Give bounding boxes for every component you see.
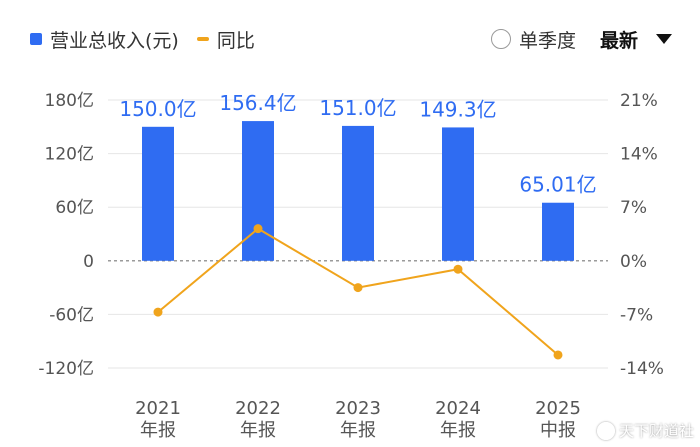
bar-data-label: 151.0亿 <box>319 96 396 120</box>
period-select[interactable]: 最新 <box>600 26 672 53</box>
bar-data-label: 156.4亿 <box>219 91 296 115</box>
x-tick-label-year: 2025 <box>535 398 581 419</box>
x-tick-label-period: 年报 <box>240 420 276 441</box>
y-left-tick-label: 180亿 <box>45 91 94 111</box>
y-left-tick-label: 60亿 <box>55 198 94 218</box>
y-left-tick-label: -120亿 <box>38 359 94 379</box>
y-right-tick-label: -7% <box>620 305 653 325</box>
y-left-tick-label: -60亿 <box>49 305 94 325</box>
x-tick-label-period: 年报 <box>140 420 176 441</box>
x-tick-label-period: 年报 <box>340 420 376 441</box>
legend-item-yoy[interactable]: 同比 <box>196 26 255 53</box>
single-quarter-toggle[interactable]: 单季度 <box>490 26 576 53</box>
y-left-tick-label: 0 <box>83 252 94 272</box>
chart-legend: 营业总收入(元) 同比 <box>30 22 255 56</box>
bar <box>442 127 474 261</box>
bar <box>142 126 174 261</box>
yoy-point <box>153 307 163 317</box>
legend-item-revenue[interactable]: 营业总收入(元) <box>30 26 179 53</box>
bar-data-label: 65.01亿 <box>519 173 596 197</box>
watermark: 天下财道社 <box>596 420 694 441</box>
yoy-point <box>553 350 563 360</box>
caret-down-icon <box>656 34 672 44</box>
radio-unchecked-icon <box>490 29 511 49</box>
legend-swatch-line <box>196 37 209 41</box>
legend-swatch-bar <box>30 33 42 45</box>
y-right-tick-label: 21% <box>620 91 658 111</box>
x-tick-label-year: 2024 <box>435 398 481 419</box>
bar <box>342 125 374 261</box>
x-tick-label-year: 2022 <box>235 398 281 419</box>
yoy-point <box>353 283 363 293</box>
y-right-tick-label: 0% <box>620 252 647 272</box>
bar <box>242 121 274 261</box>
yoy-point <box>453 264 463 274</box>
bar-data-label: 149.3亿 <box>419 97 496 121</box>
y-right-tick-label: -14% <box>620 359 664 379</box>
chart-controls: 单季度 最新 <box>490 22 672 56</box>
watermark-text: 天下财道社 <box>618 422 694 440</box>
x-tick-label-period: 年报 <box>440 420 476 441</box>
bar-data-label: 150.0亿 <box>119 97 196 121</box>
y-left-tick-label: 120亿 <box>45 145 94 165</box>
single-quarter-label: 单季度 <box>518 29 576 52</box>
legend-label-yoy: 同比 <box>216 29 255 52</box>
x-tick-label-year: 2023 <box>335 398 381 419</box>
bar <box>542 202 574 261</box>
x-tick-label-year: 2021 <box>135 398 181 419</box>
y-right-tick-label: 7% <box>620 198 647 218</box>
period-select-label: 最新 <box>599 29 638 52</box>
y-right-tick-label: 14% <box>620 145 658 165</box>
legend-label-revenue: 营业总收入(元) <box>50 29 179 52</box>
yoy-point <box>253 224 263 234</box>
watermark-logo-icon <box>596 421 615 440</box>
x-tick-label-period: 中报 <box>540 420 576 441</box>
